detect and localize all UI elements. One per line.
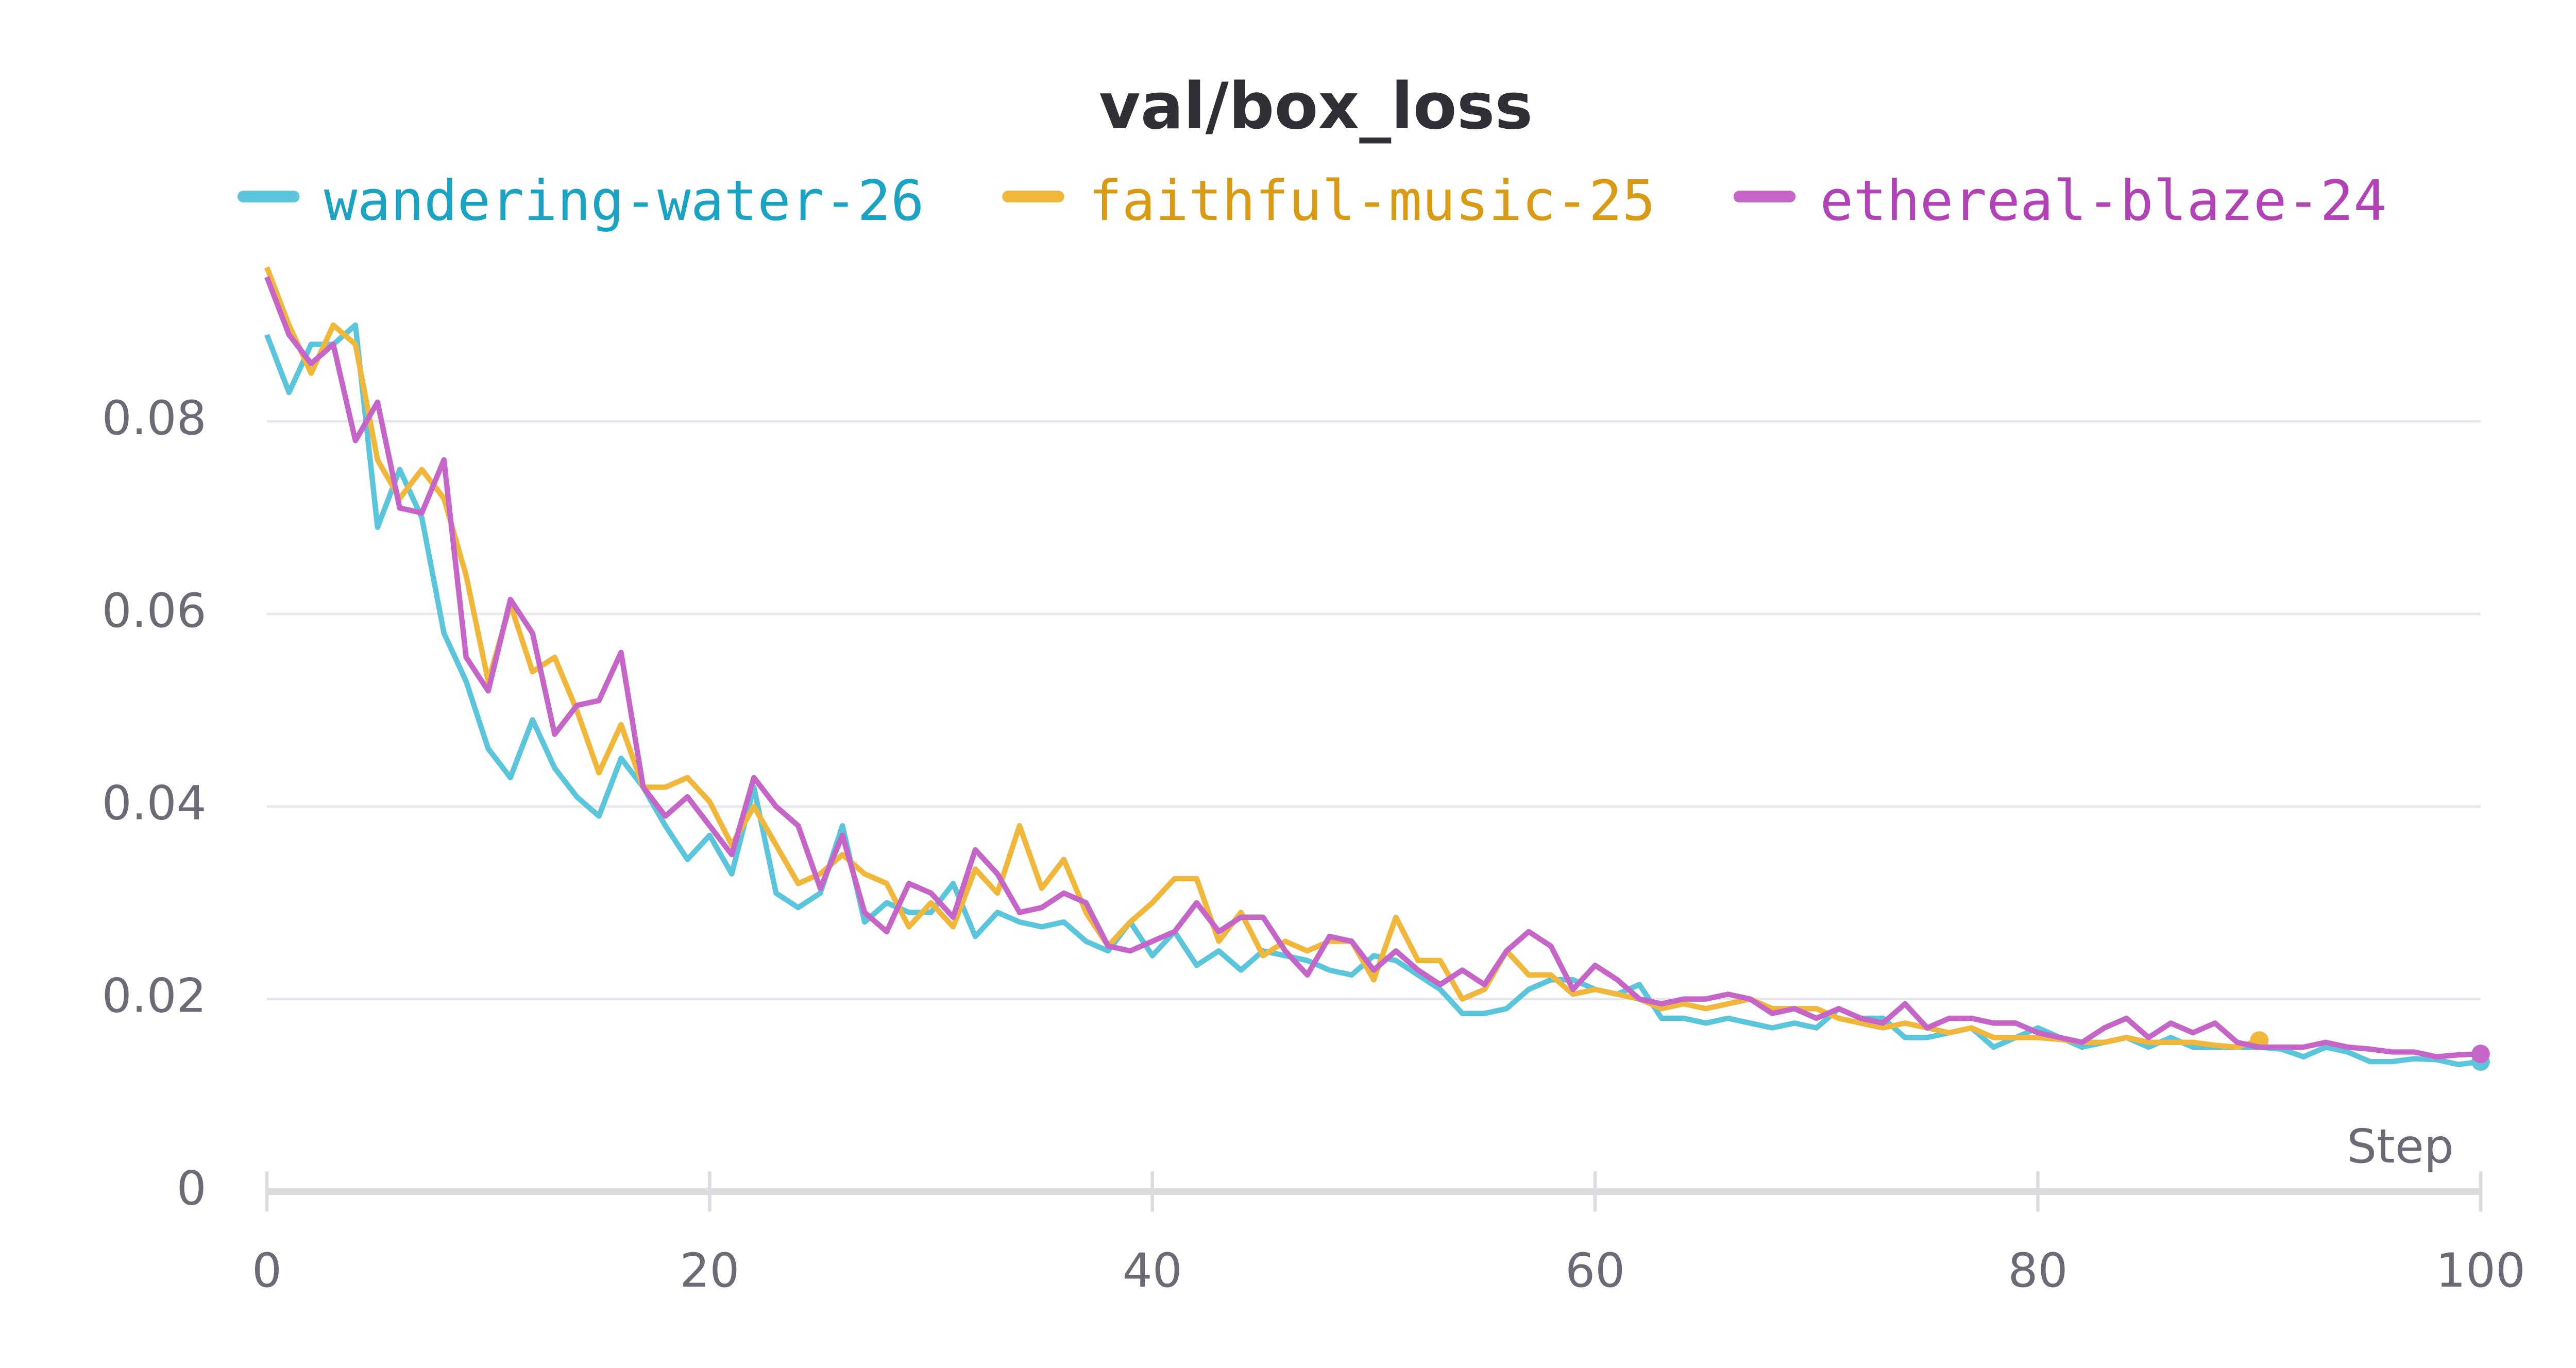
legend-label: ethereal-blaze-24: [1820, 169, 2386, 233]
legend-label: wandering-water-26: [324, 169, 924, 233]
series-end-dot: [2471, 1045, 2490, 1064]
x-axis-label: Step: [2347, 1119, 2454, 1174]
y-tick-label: 0.08: [102, 390, 207, 446]
y-tick-label: 0: [177, 1160, 207, 1216]
y-tick-label: 0.04: [102, 776, 207, 831]
legend-label: faithful-music-25: [1089, 169, 1655, 233]
x-tick-label: 20: [680, 1243, 739, 1298]
series-line: [264, 276, 2481, 1059]
y-tick-label: 0.02: [102, 968, 207, 1023]
x-tick-label: 40: [1123, 1243, 1182, 1298]
x-tick-label: 0: [252, 1243, 282, 1298]
y-tick-label: 0.06: [102, 583, 207, 638]
chart-title: val/box_loss: [1099, 70, 1533, 144]
x-tick-label: 60: [1565, 1243, 1625, 1298]
x-tick-label: 100: [2436, 1243, 2526, 1298]
legend: wandering-water-26 faithful-music-25 ether…: [237, 169, 2387, 233]
series-line: [264, 266, 2260, 1050]
x-tick-label: 80: [2008, 1243, 2068, 1298]
